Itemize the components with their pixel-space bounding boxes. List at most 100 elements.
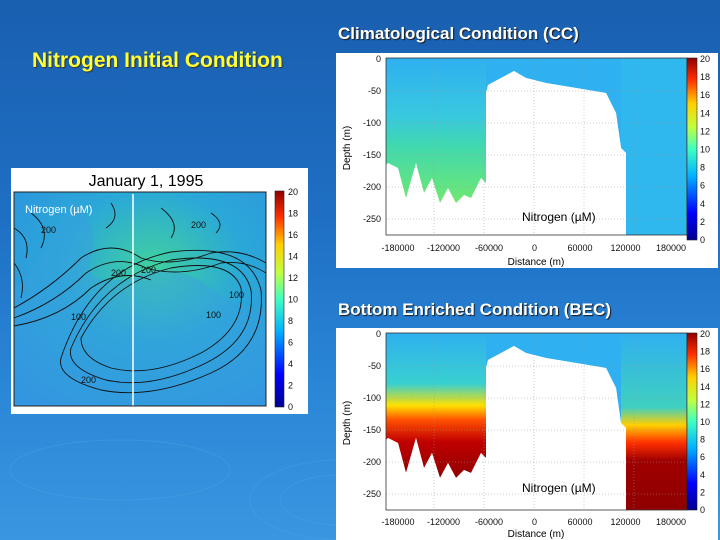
bec-heading: Bottom Enriched Condition (BEC): [338, 300, 611, 319]
y-tick-label: -100: [363, 118, 381, 128]
cc-heading: Climatological Condition (CC): [338, 24, 579, 43]
bec-grid: [386, 333, 687, 510]
colorbar-tick-label: 6: [700, 452, 705, 462]
cc-colorbar: [686, 57, 698, 241]
colorbar-tick-label: 14: [700, 382, 710, 392]
bec-plot: Nitrogen (µM) 0 -50 -100 -150 -200 -250 -1800…: [342, 329, 710, 540]
bec-xlabel: Distance (m): [508, 529, 565, 540]
x-tick-label: -120000: [427, 243, 460, 253]
x-tick-label: 0: [532, 517, 537, 527]
bec-x-ticks: -180000 -120000 -60000 0 60000 120000 180000: [381, 517, 686, 527]
colorbar-tick-label: 20: [700, 329, 710, 339]
colorbar-tick-label: 2: [700, 487, 705, 497]
map-colorbar: [274, 190, 285, 408]
bec-seafloor: [386, 438, 486, 510]
x-tick-label: 180000: [656, 243, 686, 253]
colorbar-tick-label: 16: [700, 364, 710, 374]
y-tick-label: -50: [368, 86, 381, 96]
colorbar-tick-label: 12: [700, 126, 710, 136]
bec-field-left: [386, 333, 486, 478]
bec-field-right: [621, 333, 687, 510]
colorbar-tick-label: 4: [700, 470, 705, 480]
cc-field-left: [386, 58, 486, 203]
y-tick-label: 0: [376, 54, 381, 64]
x-tick-label: 0: [532, 243, 537, 253]
y-tick-label: -50: [368, 361, 381, 371]
y-tick-label: 0: [376, 329, 381, 339]
colorbar-tick-label: 2: [700, 217, 705, 227]
map-figure: January 1, 1995 200 200 100 100 200 100: [11, 168, 308, 414]
contour-label: 200: [111, 268, 126, 278]
cc-field-top: [486, 58, 621, 148]
x-tick-label: 60000: [567, 517, 592, 527]
colorbar-tick-label: 8: [700, 163, 705, 173]
x-tick-label: -60000: [475, 517, 503, 527]
colorbar-tick-label: 12: [700, 399, 710, 409]
cc-x-ticks: -180000 -120000 -60000 0 60000 120000 180000: [381, 243, 686, 253]
colorbar-tick-label: 18: [700, 347, 710, 357]
cc-ylabel: Depth (m): [342, 126, 353, 170]
colorbar-tick-label: 12: [288, 273, 298, 283]
map-frame: [13, 191, 267, 407]
y-tick-label: -250: [363, 489, 381, 499]
cc-plot: Nitrogen (µM) 0 -50 -100 -150 -200 -250 -1800…: [342, 54, 710, 268]
colorbar-tick-label: 14: [700, 108, 710, 118]
map-shade: [14, 198, 266, 406]
contour-label: 200: [141, 265, 156, 275]
contour-label: 100: [229, 290, 244, 300]
contour-label: 200: [41, 225, 56, 235]
x-tick-label: 120000: [610, 243, 640, 253]
map-contour-labels: 200 200 100 100 200 100 200 200: [41, 220, 244, 385]
colorbar-tick-label: 20: [700, 54, 710, 64]
colorbar-tick-label: 14: [288, 252, 298, 262]
cc-seamount: [486, 71, 626, 235]
slide-title: Nitrogen Initial Condition: [32, 49, 283, 72]
colorbar-tick-label: 20: [288, 187, 298, 197]
colorbar-tick-label: 0: [288, 402, 293, 412]
cc-y-ticks: 0 -50 -100 -150 -200 -250: [363, 54, 381, 224]
colorbar-tick-label: 16: [700, 90, 710, 100]
x-tick-label: 60000: [567, 243, 592, 253]
colorbar-tick-label: 6: [288, 338, 293, 348]
cc-label: Nitrogen (µM): [522, 210, 596, 224]
colorbar-tick-label: 2: [288, 381, 293, 391]
colorbar-tick-label: 18: [700, 72, 710, 82]
contour-label: 100: [71, 312, 86, 322]
x-tick-label: -180000: [381, 517, 414, 527]
bec-figure: Nitrogen (µM) 0 -50 -100 -150 -200 -250 -1800…: [336, 328, 718, 540]
colorbar-tick-label: 4: [700, 199, 705, 209]
x-tick-label: -120000: [427, 517, 460, 527]
x-tick-label: -180000: [381, 243, 414, 253]
colorbar-tick-label: 0: [700, 505, 705, 515]
colorbar-tick-label: 4: [288, 359, 293, 369]
y-tick-label: -200: [363, 457, 381, 467]
colorbar-tick-label: 8: [700, 435, 705, 445]
y-tick-label: -200: [363, 182, 381, 192]
contour-label: 200: [81, 375, 96, 385]
bec-colorbar: [686, 332, 698, 511]
colorbar-tick-label: 18: [288, 209, 298, 219]
cc-grid: [386, 58, 687, 235]
bec-label: Nitrogen (µM): [522, 481, 596, 495]
bec-seamount: [486, 346, 626, 510]
map-plot: January 1, 1995 200 200 100 100 200 100: [13, 173, 298, 412]
y-tick-label: -150: [363, 150, 381, 160]
colorbar-tick-label: 8: [288, 316, 293, 326]
colorbar-tick-label: 10: [288, 295, 298, 305]
bec-ylabel: Depth (m): [342, 401, 353, 445]
bec-field-top: [486, 333, 621, 423]
cc-figure: Nitrogen (µM) 0 -50 -100 -150 -200 -250 -1800…: [336, 53, 718, 268]
y-tick-label: -250: [363, 214, 381, 224]
contour-label: 100: [206, 310, 221, 320]
bec-y-ticks: 0 -50 -100 -150 -200 -250: [363, 329, 381, 499]
cc-xlabel: Distance (m): [508, 257, 565, 268]
contour-label: 200: [191, 220, 206, 230]
x-tick-label: 180000: [656, 517, 686, 527]
colorbar-tick-label: 16: [288, 230, 298, 240]
cc-field-right: [621, 58, 687, 235]
x-tick-label: -60000: [475, 243, 503, 253]
colorbar-tick-label: 10: [700, 417, 710, 427]
